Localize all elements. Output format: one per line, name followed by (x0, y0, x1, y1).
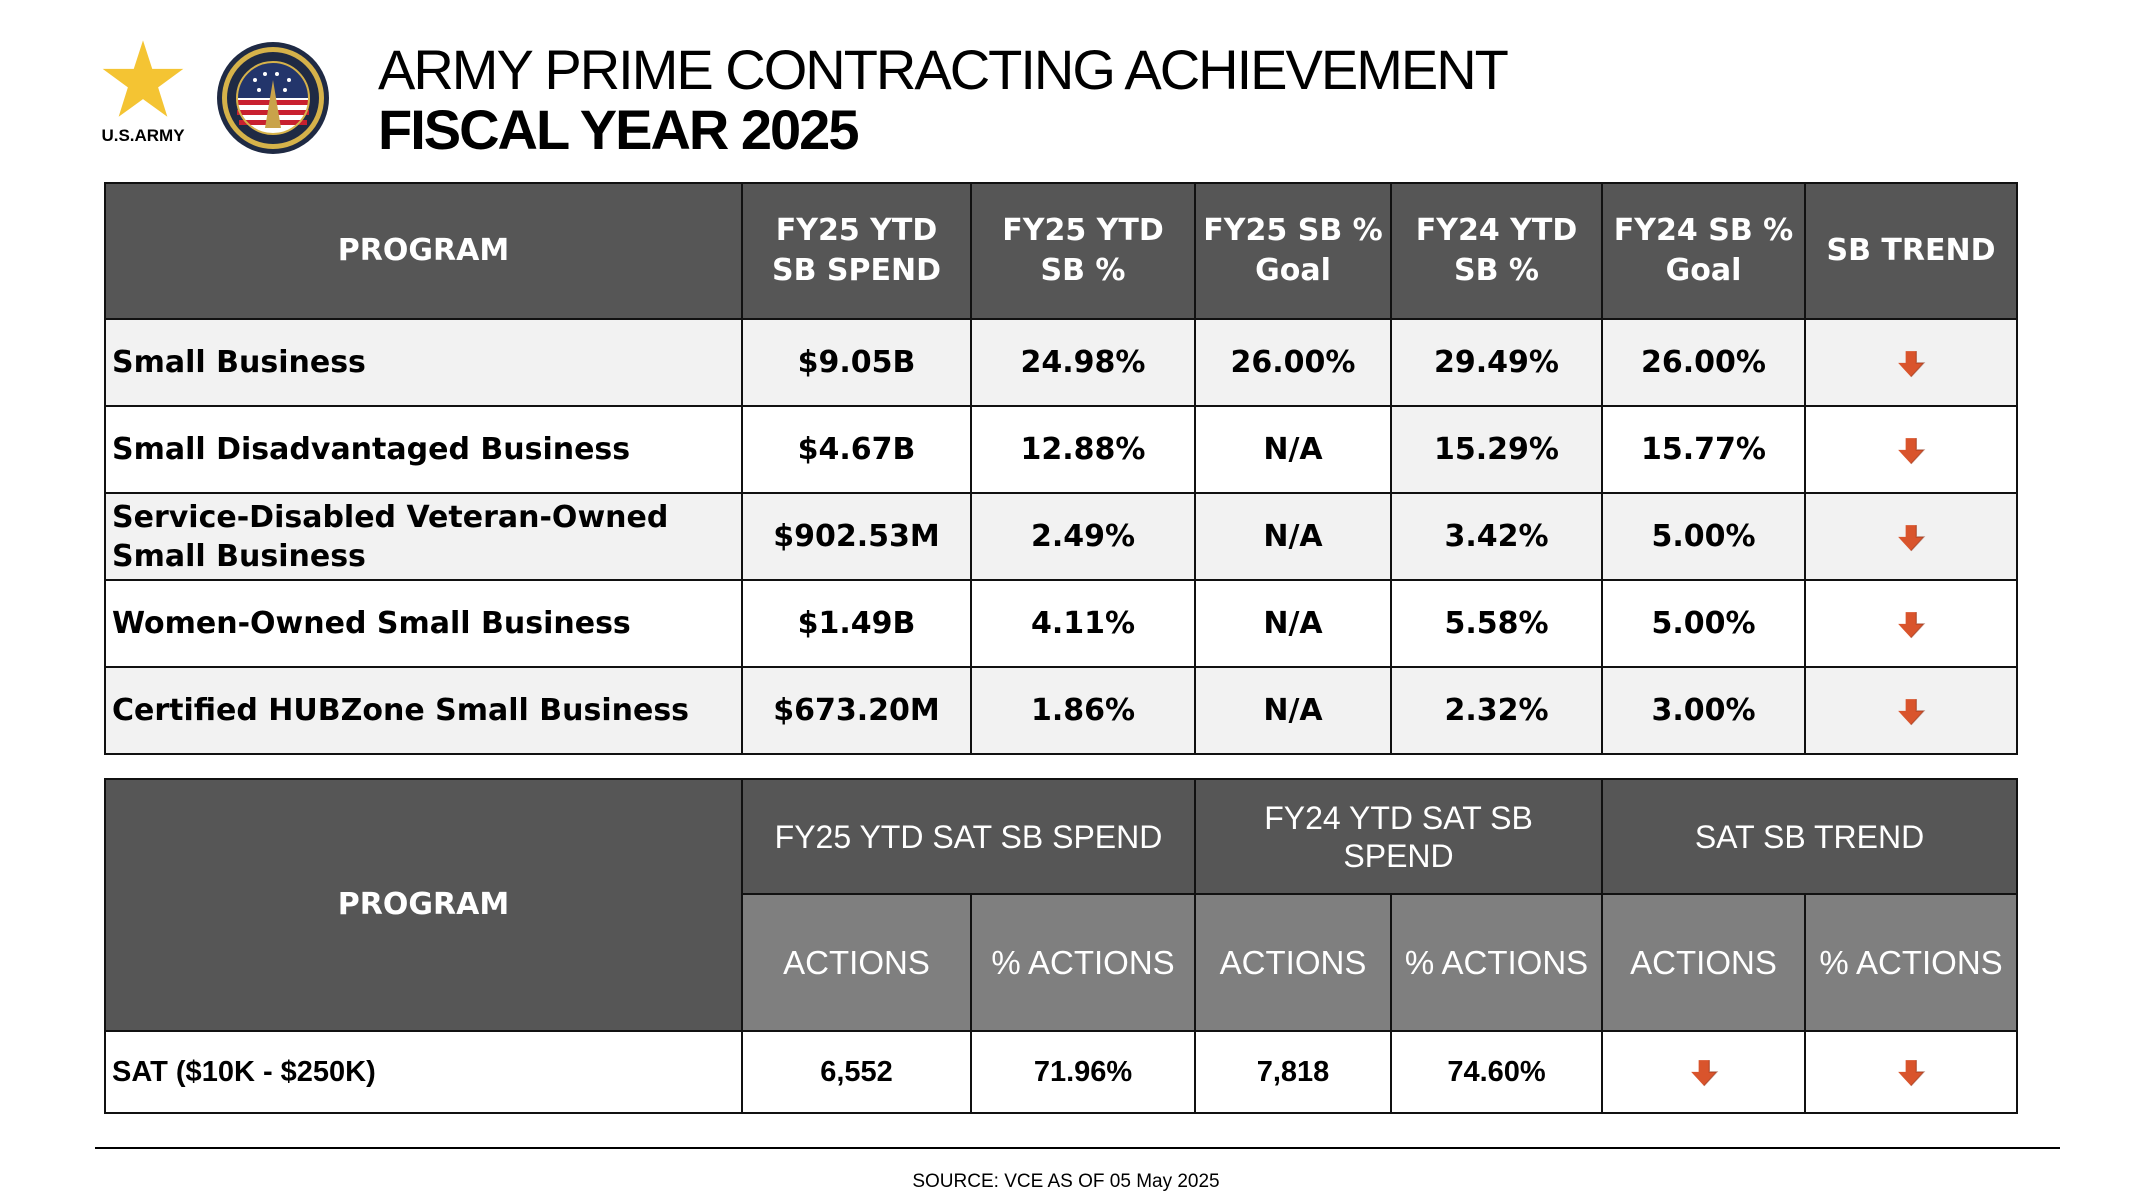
title-line-1: ARMY PRIME CONTRACTING ACHIEVEMENT (378, 38, 1509, 101)
fy24-pct-actions: 74.60% (1389, 1030, 1604, 1114)
sb-trend (1804, 666, 2018, 755)
trend-actions (1601, 1030, 1807, 1114)
header-trend-actions: ACTIONS (1601, 893, 1807, 1032)
table-subheader-row: ACTIONS % ACTIONS ACTIONS % ACTIONS ACTI… (105, 893, 2019, 1032)
header-fy25-actions: ACTIONS (741, 893, 972, 1032)
table-row: Women-Owned Small Business $1.49B 4.11% … (104, 579, 2018, 668)
header-sb-trend: SB TREND (1804, 182, 2018, 320)
fy25-sb-pct: 1.86% (970, 666, 1196, 755)
army-logo-text: U.S.ARMY (101, 126, 185, 145)
program-name: Women-Owned Small Business (104, 579, 743, 668)
page-title: ARMY PRIME CONTRACTING ACHIEVEMENT FISCA… (378, 38, 1509, 161)
fy24-sb-pct: 29.49% (1390, 318, 1603, 407)
header-sat-trend: SAT SB TREND (1601, 778, 2019, 895)
fy24-goal: 3.00% (1601, 666, 1806, 755)
header-trend-pct-actions: % ACTIONS (1804, 893, 2019, 1032)
army-logo: U.S.ARMY (97, 38, 189, 154)
fy24-goal: 26.00% (1601, 318, 1806, 407)
header-fy24-goal: FY24 SB % Goal (1601, 182, 1806, 320)
fy24-sb-pct: 2.32% (1390, 666, 1603, 755)
fy24-sb-pct: 15.29% (1390, 405, 1603, 494)
table-row: Certified HUBZone Small Business $673.20… (104, 666, 2018, 755)
fy25-pct-actions: 71.96% (970, 1030, 1196, 1114)
header-program: PROGRAM (104, 182, 743, 320)
down-arrow-icon (1896, 523, 1926, 553)
header-fy24-pct-actions: % ACTIONS (1389, 893, 1604, 1032)
header-fy24-actions: ACTIONS (1194, 893, 1392, 1032)
trend-pct-actions (1804, 1030, 2019, 1114)
sat-actions-table: PROGRAM FY25 YTD SAT SB SPEND FY24 YTD S… (104, 778, 2019, 1114)
small-business-seal-icon (215, 40, 331, 156)
title-line-2: FISCAL YEAR 2025 (378, 98, 859, 161)
fy24-goal: 15.77% (1601, 405, 1806, 494)
table-group-header-row: PROGRAM FY25 YTD SAT SB SPEND FY24 YTD S… (104, 778, 2019, 1032)
fy25-sb-spend: $4.67B (741, 405, 972, 494)
down-arrow-icon (1896, 349, 1926, 379)
fy25-sb-pct: 12.88% (970, 405, 1196, 494)
program-name: Service-Disabled Veteran-Owned Small Busi… (104, 492, 743, 581)
fy25-sb-spend: $673.20M (741, 666, 972, 755)
small-business-goals-table: PROGRAM FY25 YTD SB SPEND FY25 YTD SB % FY… (104, 182, 2018, 755)
header-fy25-sat-spend: FY25 YTD SAT SB SPEND (741, 778, 1196, 895)
fy25-goal: N/A (1194, 492, 1392, 581)
army-star-icon (102, 40, 184, 117)
fy25-sb-spend: $902.53M (741, 492, 972, 581)
sb-trend (1804, 579, 2018, 668)
fy24-goal: 5.00% (1601, 579, 1806, 668)
down-arrow-icon (1896, 436, 1926, 466)
header-program: PROGRAM (104, 778, 743, 1032)
table-row: SAT ($10K - $250K) 6,552 71.96% 7,818 74… (104, 1030, 2019, 1114)
sb-trend (1804, 405, 2018, 494)
down-arrow-icon (1689, 1058, 1719, 1088)
fy25-sb-pct: 4.11% (970, 579, 1196, 668)
program-name: Small Business (104, 318, 743, 407)
fy25-actions: 6,552 (741, 1030, 972, 1114)
fy25-goal: 26.00% (1194, 318, 1392, 407)
table-row: Service-Disabled Veteran-Owned Small Busi… (104, 492, 2018, 581)
header-fy25-sb-spend: FY25 YTD SB SPEND (741, 182, 972, 320)
header-fy25-goal: FY25 SB % Goal (1194, 182, 1392, 320)
sb-trend (1804, 318, 2018, 407)
fy25-goal: N/A (1194, 405, 1392, 494)
fy25-goal: N/A (1194, 579, 1392, 668)
fy25-sb-spend: $1.49B (741, 579, 972, 668)
sb-trend (1804, 492, 2018, 581)
fy25-sb-pct: 24.98% (970, 318, 1196, 407)
down-arrow-icon (1896, 610, 1926, 640)
table-header-row: PROGRAM FY25 YTD SB SPEND FY25 YTD SB % FY… (104, 182, 2018, 320)
fy24-goal: 5.00% (1601, 492, 1806, 581)
program-name: Small Disadvantaged Business (104, 405, 743, 494)
program-name: Certified HUBZone Small Business (104, 666, 743, 755)
fy25-goal: N/A (1194, 666, 1392, 755)
header-fy24-sat-spend: FY24 YTD SAT SB SPEND (1193, 778, 1604, 895)
down-arrow-icon (1896, 697, 1926, 727)
table-row: Small Disadvantaged Business $4.67B 12.8… (104, 405, 2018, 494)
fy24-actions: 7,818 (1194, 1030, 1392, 1114)
fy25-sb-spend: $9.05B (741, 318, 972, 407)
fy24-sb-pct: 5.58% (1390, 579, 1603, 668)
header-fy25-sb-pct: FY25 YTD SB % (970, 182, 1196, 320)
header-fy25-pct-actions: % ACTIONS (970, 893, 1196, 1032)
fy24-sb-pct: 3.42% (1390, 492, 1603, 581)
footer-divider (95, 1147, 2060, 1149)
program-name: SAT ($10K - $250K) (104, 1030, 743, 1114)
table-row: Small Business $9.05B 24.98% 26.00% 29.4… (104, 318, 2018, 407)
source-note: SOURCE: VCE AS OF 05 May 2025 (912, 1171, 1220, 1192)
fy25-sb-pct: 2.49% (970, 492, 1196, 581)
down-arrow-icon (1896, 1058, 1926, 1088)
header-fy24-sb-pct: FY24 YTD SB % (1390, 182, 1603, 320)
